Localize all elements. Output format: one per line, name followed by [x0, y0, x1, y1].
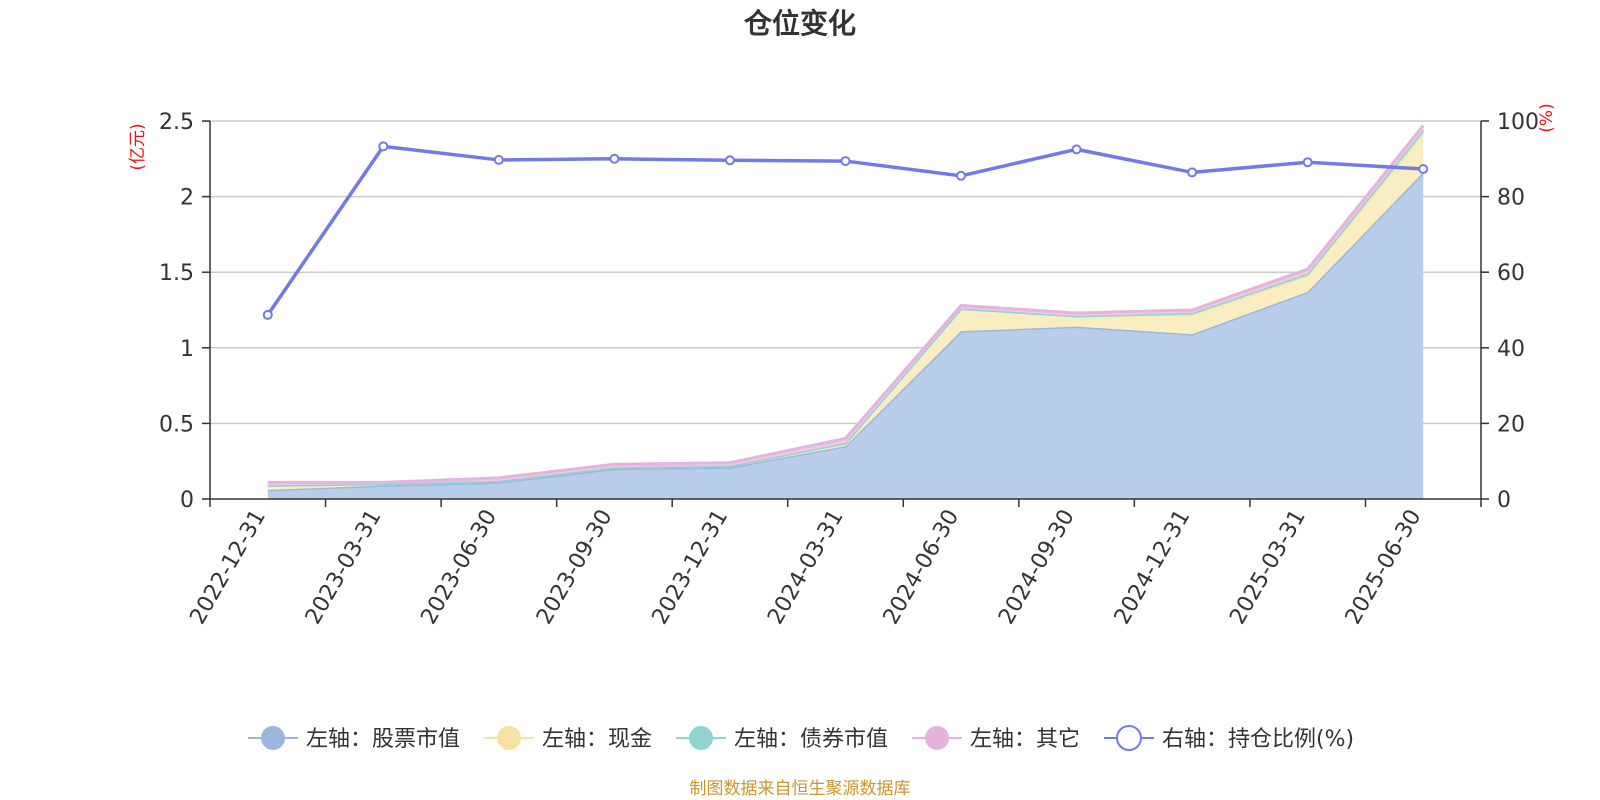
- line-point: [1071, 144, 1082, 155]
- x-axis-tick-label: 2023-03-31: [301, 506, 387, 629]
- left-axis-tick-label: 0.5: [159, 412, 194, 437]
- area-edge-左轴：其它: [267, 124, 1425, 484]
- line-point: [378, 141, 389, 152]
- x-axis-tick-label: 2023-12-31: [648, 506, 734, 629]
- right-axis-tick-label: 100: [1497, 110, 1539, 135]
- right-axis-tick-label: 40: [1497, 337, 1525, 362]
- legend-item: 左轴：股票市值: [248, 726, 460, 752]
- x-axis-tick-label: 2023-09-30: [532, 506, 618, 629]
- legend-item: 左轴：其它: [912, 726, 1080, 752]
- x-axis-tick-label: 2024-03-31: [763, 506, 849, 629]
- line-point: [493, 154, 504, 165]
- x-axis-tick-label: 2024-12-31: [1110, 506, 1196, 629]
- x-axis-tick-label: 2022-12-31: [185, 506, 271, 629]
- legend-label: 左轴：现金: [542, 727, 652, 752]
- legend-item: 左轴：债券市值: [676, 726, 888, 752]
- left-axis-tick-label: 1.5: [159, 261, 194, 286]
- area-左轴：股票市值: [267, 172, 1424, 499]
- right-axis-tick-label: 60: [1497, 261, 1525, 286]
- x-axis-tick-label: 2025-03-31: [1225, 506, 1311, 629]
- x-axis-tick-label: 2024-09-30: [994, 506, 1080, 629]
- x-axis-tick-label: 2024-06-30: [879, 506, 965, 629]
- data-source-note: 制图数据来自恒生聚源数据库: [690, 779, 911, 799]
- legend-marker: [497, 726, 521, 750]
- legend-item: 左轴：现金: [484, 726, 652, 752]
- x-axis-tick-label: 2025-06-30: [1341, 506, 1427, 629]
- line-point: [1187, 167, 1198, 178]
- left-axis-unit: (亿元): [128, 123, 148, 170]
- line-layer: [262, 141, 1429, 320]
- line-point: [840, 156, 851, 167]
- legend-marker: [261, 726, 285, 750]
- legend-label: 右轴：持仓比例(%): [1162, 727, 1354, 752]
- line-point: [609, 153, 620, 164]
- legend-marker: [925, 726, 949, 750]
- legend-label: 左轴：股票市值: [306, 727, 460, 752]
- line-point: [724, 155, 735, 166]
- legend-marker: [689, 726, 713, 750]
- left-axis-tick-label: 2: [180, 186, 194, 211]
- right-axis-tick-label: 0: [1497, 488, 1511, 513]
- legend-item: 右轴：持仓比例(%): [1104, 725, 1354, 752]
- line-point: [262, 309, 273, 320]
- chart-title: 仓位变化: [744, 7, 856, 40]
- line-point: [956, 170, 967, 181]
- left-axis-tick-label: 1: [180, 337, 194, 362]
- left-axis-tick-label: 2.5: [159, 110, 194, 135]
- line-point: [1302, 157, 1313, 168]
- area-layer: [267, 124, 1425, 499]
- line-point: [1418, 164, 1429, 175]
- right-axis-unit: (%): [1537, 103, 1557, 132]
- right-axis-tick-label: 20: [1497, 412, 1525, 437]
- legend-marker: [1116, 725, 1142, 751]
- legend-label: 左轴：其它: [970, 727, 1080, 752]
- legend-label: 左轴：债券市值: [734, 727, 888, 752]
- x-axis-tick-label: 2023-06-30: [416, 506, 502, 629]
- left-axis-tick-label: 0: [180, 488, 194, 513]
- legend: 左轴：股票市值 左轴：现金 左轴：债券市值 左轴：其它 右轴：持仓比例(%): [248, 725, 1354, 752]
- right-axis-tick-label: 80: [1497, 186, 1525, 211]
